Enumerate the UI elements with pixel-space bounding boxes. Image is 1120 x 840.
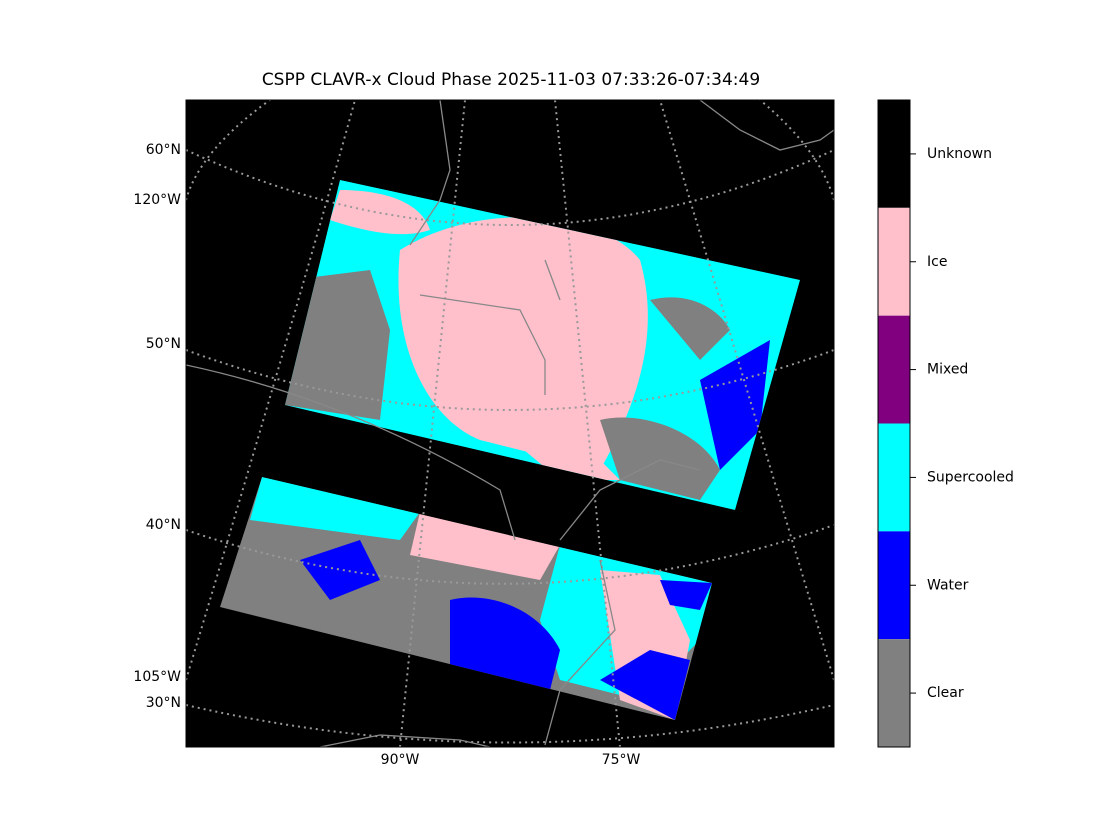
lon-label: 90°W bbox=[381, 752, 420, 768]
colorbar: Unknown Ice Mixed Supercooled Water Clear bbox=[878, 100, 1014, 747]
lon-label: 105°W bbox=[133, 669, 181, 685]
lat-label: 30°N bbox=[146, 695, 181, 711]
colorbar-segment bbox=[878, 531, 910, 640]
colorbar-segment bbox=[878, 639, 910, 747]
map-title: CSPP CLAVR-x Cloud Phase 2025-11-03 07:3… bbox=[262, 70, 760, 90]
colorbar-label: Mixed bbox=[927, 362, 968, 378]
colorbar-label: Supercooled bbox=[927, 469, 1014, 485]
colorbar-segment bbox=[878, 423, 910, 532]
lat-label: 50°N bbox=[146, 336, 181, 352]
colorbar-label: Ice bbox=[927, 254, 947, 270]
lat-label: 60°N bbox=[146, 142, 181, 158]
map-labels: 60°N 50°N 40°N 30°N 120°W 105°W 90°W 75°W bbox=[133, 142, 640, 768]
colorbar-frame bbox=[877, 99, 911, 748]
map-frame bbox=[185, 99, 835, 748]
colorbar-segment bbox=[878, 100, 910, 208]
lon-label: 75°W bbox=[602, 752, 641, 768]
map-area bbox=[186, 100, 834, 747]
lon-label: 120°W bbox=[133, 192, 181, 208]
colorbar-segment bbox=[878, 315, 910, 424]
colorbar-label: Water bbox=[927, 577, 969, 593]
colorbar-label: Clear bbox=[927, 685, 964, 701]
colorbar-segment bbox=[878, 207, 910, 316]
lat-label: 40°N bbox=[146, 517, 181, 533]
colorbar-label: Unknown bbox=[927, 146, 992, 162]
